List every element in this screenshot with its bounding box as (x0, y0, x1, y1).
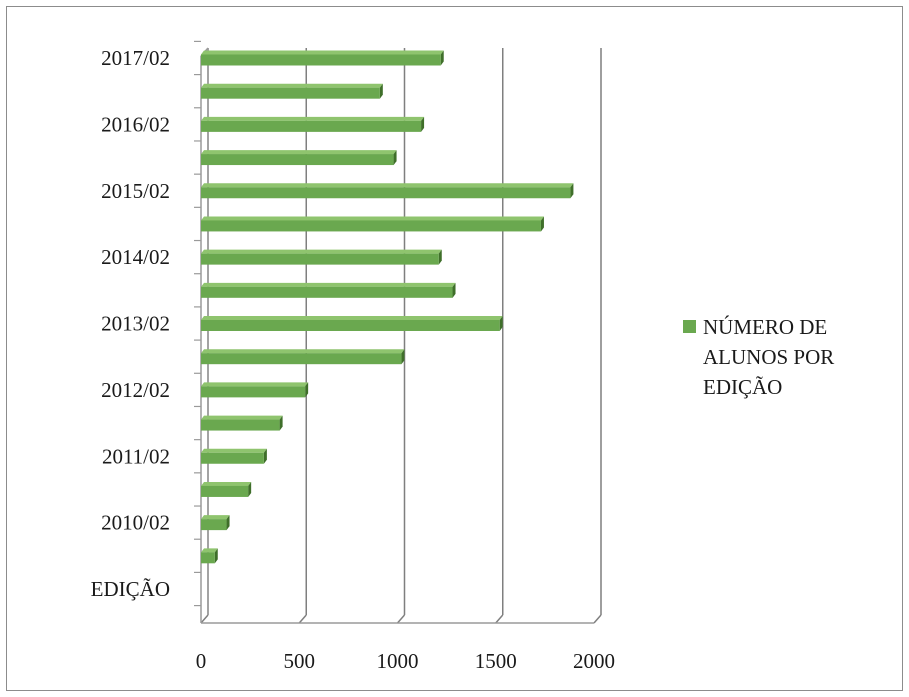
x-tick-label: 0 (196, 649, 207, 673)
bar (201, 154, 394, 166)
bar-side (214, 548, 218, 564)
y-tick-label: 2011/02 (102, 444, 170, 468)
bar-side (440, 50, 444, 66)
bar-side (226, 515, 230, 531)
chart-frame (6, 6, 903, 691)
bar-top (201, 481, 252, 486)
bar-top (201, 183, 574, 188)
bar-side (570, 183, 574, 199)
bar-side (248, 481, 252, 497)
bar-side (393, 150, 397, 166)
x-tick-label: 1000 (377, 649, 419, 673)
bar (201, 452, 264, 464)
y-tick-label: 2012/02 (101, 378, 170, 402)
bar (201, 419, 280, 431)
y-tick-label: 2015/02 (101, 179, 170, 203)
gridline-floor (298, 614, 307, 624)
bar-top (201, 50, 444, 55)
y-tick-label: 2016/02 (101, 112, 170, 136)
bar-top (201, 415, 283, 420)
y-tick-label: 2010/02 (101, 511, 170, 535)
gridline-floor (396, 614, 406, 624)
bar-side (540, 216, 544, 232)
bar-side (305, 382, 309, 398)
bar-top (201, 349, 405, 354)
bar-top (201, 116, 425, 121)
gridline-floor (495, 614, 504, 624)
bar-top (201, 282, 456, 287)
bar-top (201, 316, 503, 320)
bar (201, 120, 422, 132)
bar-side (499, 316, 503, 331)
bar (201, 320, 500, 331)
y-tick-label: 2013/02 (101, 312, 170, 336)
x-tick-label: 1500 (475, 649, 517, 673)
gridline-floor (200, 614, 209, 624)
legend: NÚMERO DE ALUNOS POR EDIÇÃO (683, 312, 903, 402)
bar-side (263, 448, 267, 464)
y-tick-label: EDIÇÃO (91, 577, 170, 601)
bar-top (201, 150, 397, 155)
bar-top (201, 83, 383, 88)
legend-swatch (683, 320, 696, 333)
bar (201, 386, 306, 398)
bar-side (452, 282, 456, 298)
bar (201, 519, 227, 531)
bar (201, 253, 439, 265)
bar (201, 220, 541, 232)
bar-side (401, 349, 405, 365)
bar (201, 353, 402, 365)
gridline-floor (593, 614, 602, 624)
bar (201, 552, 215, 564)
bar-top (201, 515, 230, 520)
y-tick-label: 2014/02 (101, 245, 170, 269)
bar-top (201, 382, 309, 387)
bar (201, 54, 441, 66)
y-tick-label: 2017/02 (101, 46, 170, 70)
bar-side (438, 249, 442, 265)
bar-side (421, 116, 425, 132)
bar-side (379, 83, 383, 99)
x-tick-label: 500 (284, 649, 316, 673)
bar-top (201, 249, 442, 254)
bar-top (201, 548, 218, 553)
bar (201, 485, 249, 497)
legend-label: NÚMERO DE ALUNOS POR EDIÇÃO (703, 315, 835, 399)
bar-top (201, 448, 267, 453)
bar-top (201, 216, 544, 221)
bar (201, 87, 380, 99)
bar-side (279, 415, 283, 431)
bar (201, 286, 453, 298)
x-tick-label: 2000 (573, 649, 615, 673)
bar (201, 187, 571, 199)
